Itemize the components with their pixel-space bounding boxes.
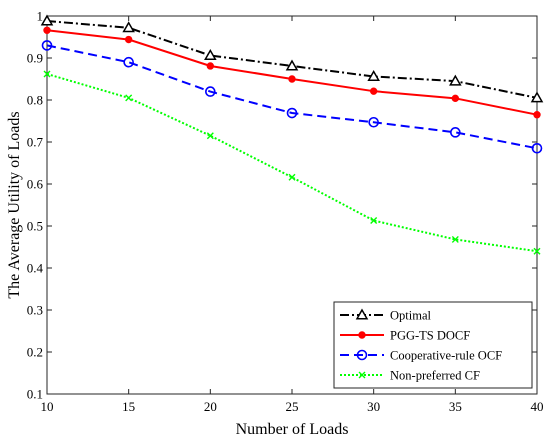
- x-axis-label: Number of Loads: [236, 421, 349, 438]
- legend-item: Optimal: [340, 308, 431, 323]
- data-point: [43, 26, 51, 34]
- data-point: [533, 247, 541, 255]
- legend-item: Non-preferred CF: [340, 369, 480, 383]
- data-point: [43, 70, 51, 78]
- data-point: [369, 87, 378, 95]
- legend-item: PGG-TS DOCF: [340, 329, 470, 343]
- y-tick-label: 0.8: [27, 93, 43, 108]
- y-axis-label: The Average Utility of Loads: [6, 111, 23, 298]
- series-0: [40, 14, 544, 103]
- data-point: [451, 235, 459, 243]
- data-point: [286, 107, 298, 119]
- series-3: [43, 70, 541, 255]
- y-tick-label: 0.6: [27, 177, 44, 192]
- data-point: [123, 56, 134, 68]
- x-tick-label: 40: [531, 399, 544, 414]
- x-tick-label: 25: [286, 399, 299, 414]
- data-point: [449, 74, 462, 86]
- legend-label: Cooperative-rule OCF: [390, 349, 502, 363]
- data-point: [533, 111, 541, 119]
- data-point: [125, 94, 133, 102]
- data-point: [124, 35, 133, 44]
- data-point: [451, 94, 460, 103]
- legend-label: PGG-TS DOCF: [390, 329, 470, 343]
- data-point: [205, 86, 216, 97]
- x-tick-label: 20: [204, 399, 217, 414]
- data-point: [288, 75, 296, 83]
- legend-marker: [358, 331, 366, 339]
- legend-marker: [358, 371, 366, 379]
- data-point: [40, 14, 54, 26]
- data-point: [450, 127, 461, 138]
- data-point: [41, 40, 53, 51]
- y-tick-label: 0.5: [27, 219, 43, 234]
- legend: Optimal PGG-TS DOCF Cooperative-rule OCF No…: [333, 301, 533, 389]
- data-point: [206, 62, 215, 70]
- data-point: [370, 217, 378, 225]
- legend-item: Cooperative-rule OCF: [340, 349, 502, 363]
- legend-label: Optimal: [390, 309, 431, 323]
- legend-marker: [355, 308, 369, 320]
- y-tick-label: 0.9: [27, 51, 43, 66]
- legend-box: [333, 301, 533, 389]
- y-tick-label: 0.7: [27, 135, 44, 150]
- data-point: [368, 116, 379, 128]
- y-tick-label: 0.4: [27, 261, 44, 276]
- legend-marker: [356, 349, 368, 361]
- data-point: [288, 173, 296, 181]
- series-line: [46, 44, 538, 150]
- x-tick-label: 35: [449, 399, 462, 414]
- x-tick-label: 30: [367, 399, 380, 414]
- data-point: [122, 21, 135, 33]
- data-point: [367, 69, 380, 81]
- data-point: [204, 48, 217, 60]
- y-tick-label: 0.1: [27, 387, 43, 402]
- data-point: [206, 132, 214, 140]
- y-tick-label: 0.3: [27, 303, 43, 318]
- legend-label: Non-preferred CF: [390, 369, 480, 383]
- series-2: [41, 40, 543, 154]
- x-tick-label: 15: [122, 399, 135, 414]
- data-point: [531, 143, 543, 154]
- y-tick-label: 0.2: [27, 345, 43, 360]
- data-point: [530, 91, 544, 103]
- data-point: [285, 59, 299, 71]
- y-tick-label: 1: [37, 9, 44, 24]
- series-1: [43, 26, 541, 119]
- x-tick-label: 10: [41, 399, 54, 414]
